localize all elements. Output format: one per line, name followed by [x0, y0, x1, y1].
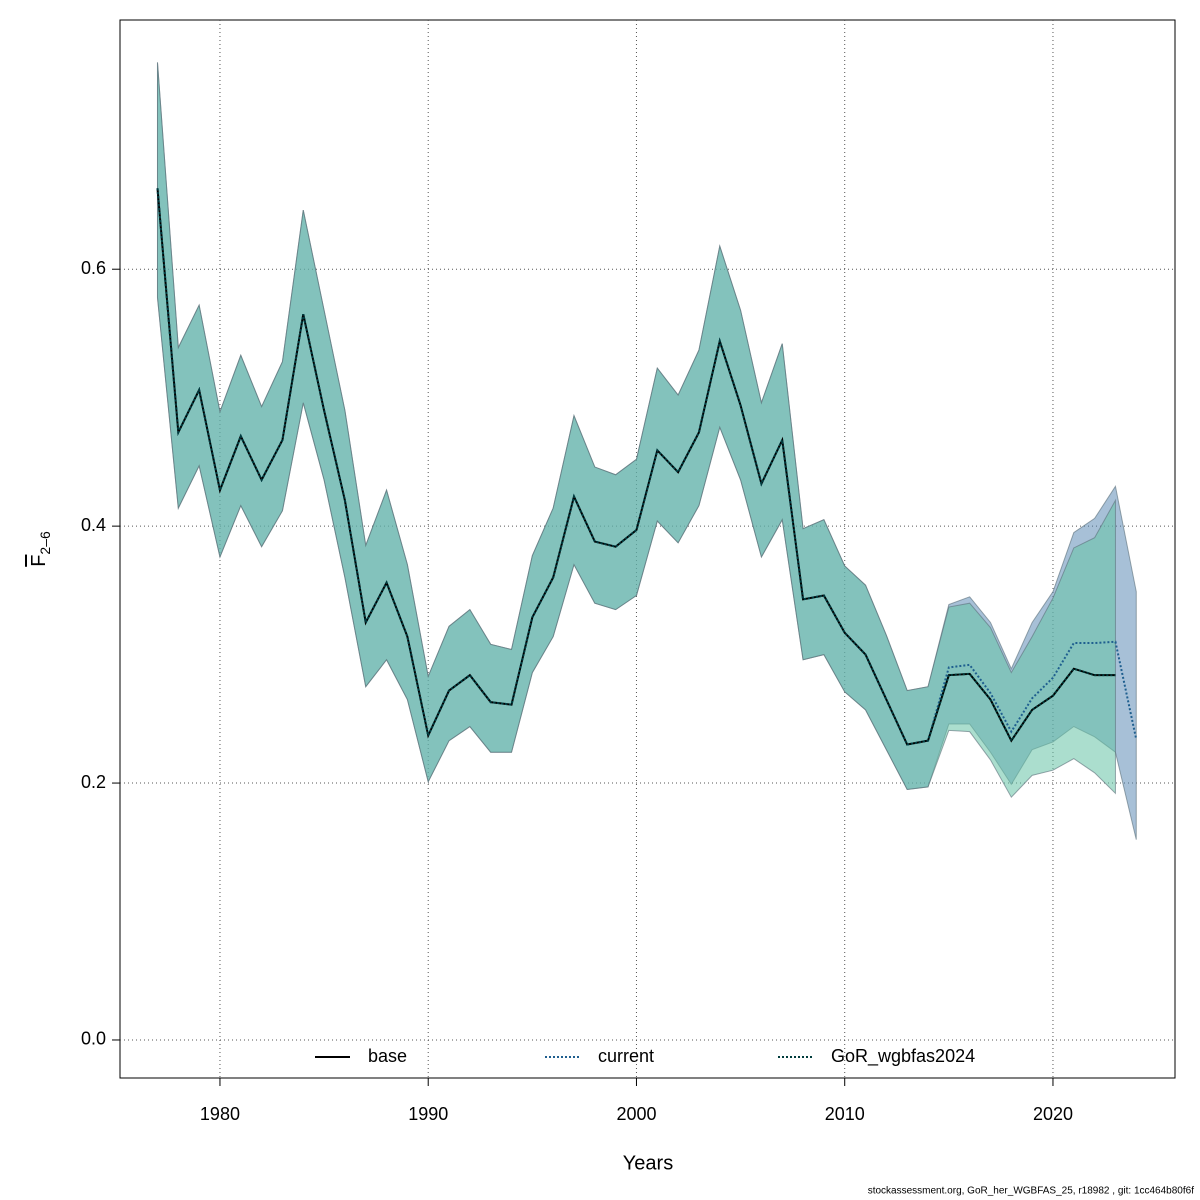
x-tick-label: 2010: [825, 1104, 865, 1124]
y-axis-label-main: F: [28, 555, 50, 567]
plot-layer: [120, 20, 1175, 1078]
y-tick-label: 0.2: [81, 772, 106, 792]
series-line: [156, 188, 1138, 746]
y-axis-label: F2–6: [28, 531, 52, 567]
y-tick-label: 0.6: [81, 258, 106, 278]
y-axis-label-group: F2–6: [28, 531, 52, 567]
legend-label: current: [598, 1046, 654, 1066]
confidence-band: [156, 62, 1116, 799]
x-axis-label: Years: [623, 1152, 673, 1174]
y-axis-label-sub: 2–6: [37, 531, 53, 555]
plot-frame: [119, 19, 1176, 1079]
series-line: [156, 188, 1116, 746]
x-tick-label: 2020: [1033, 1104, 1073, 1124]
footnote: stockassessment.org, GoR_her_WGBFAS_25, …: [868, 1186, 1195, 1197]
x-tick-label: 1990: [408, 1104, 448, 1124]
y-tick-label: 0.4: [81, 515, 106, 535]
legend-label: GoR_wgbfas2024: [831, 1046, 975, 1067]
y-tick-label: 0.0: [81, 1029, 106, 1049]
x-tick-label: 1980: [200, 1104, 240, 1124]
x-tick-label: 2000: [616, 1104, 656, 1124]
legend-label: base: [368, 1046, 407, 1066]
